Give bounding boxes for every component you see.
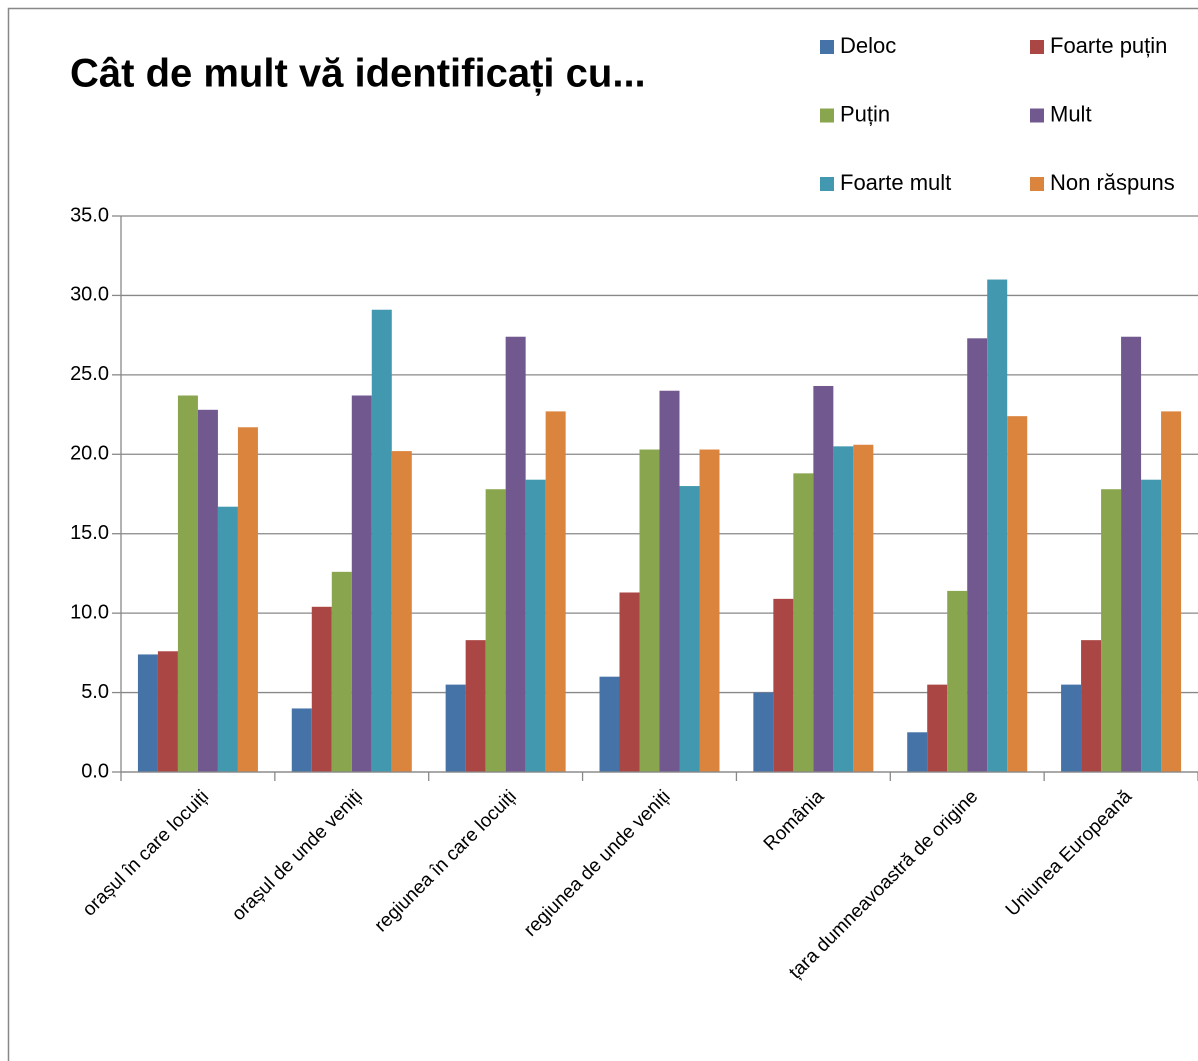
y-tick-label: 0.0 [81,760,109,782]
bar [927,684,948,772]
bar [1161,411,1182,772]
bar [773,598,794,772]
legend-swatch [820,177,834,191]
bar [545,411,566,772]
bar [987,279,1008,772]
legend-label: Foarte puțin [1050,33,1167,58]
y-tick-label: 35.0 [70,204,109,226]
bar [351,395,372,772]
legend-swatch [1030,108,1044,123]
legend-label: Foarte mult [840,170,951,195]
bar [753,692,774,772]
bar [1101,489,1122,772]
bar [371,309,392,772]
bar [217,506,238,772]
legend-label: Mult [1050,101,1092,126]
bar [907,732,928,772]
bar [833,446,854,772]
y-tick-label: 10.0 [70,601,109,623]
bar [505,336,526,772]
legend-swatch [820,40,834,54]
y-tick-label: 30.0 [70,284,109,306]
bar [1007,416,1028,772]
bar [291,708,312,772]
bar [177,395,198,772]
bar [465,640,486,772]
legend-swatch [1030,177,1044,191]
legend-label: Puțin [840,101,890,126]
bar [813,385,834,772]
bar [485,489,506,772]
bar [445,684,466,772]
bar [1061,684,1082,772]
legend-label: Non răspuns [1050,170,1175,195]
bar [525,479,546,772]
y-tick-label: 20.0 [70,443,109,465]
legend-swatch [820,108,834,123]
bar [331,571,352,772]
legend-swatch [1030,40,1044,54]
bar [1141,479,1162,772]
bar [1121,336,1142,772]
bar [659,390,680,772]
bar [967,338,988,772]
bar [1081,640,1102,772]
bar [699,449,720,772]
bar [391,451,412,772]
legend-label: Deloc [840,33,896,58]
bar [137,654,158,772]
bar [599,676,620,772]
bar [853,444,874,772]
bar [947,590,968,772]
bar [619,592,640,772]
bar [679,486,700,772]
bar [237,427,258,772]
y-tick-label: 5.0 [81,681,109,703]
bar [157,651,178,772]
y-tick-label: 25.0 [70,363,109,385]
chart-title: Cât de mult vă identificați cu... [70,52,646,96]
y-tick-label: 15.0 [70,522,109,544]
bar [197,409,218,772]
bar [793,473,814,772]
bar [639,449,660,772]
bar [311,606,332,772]
